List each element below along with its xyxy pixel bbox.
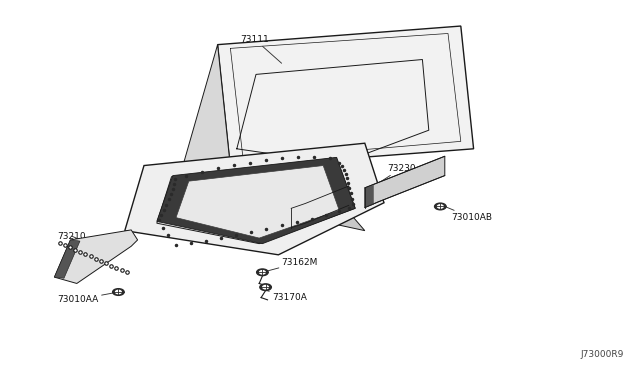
Circle shape — [257, 269, 268, 276]
Polygon shape — [218, 26, 474, 167]
Text: J73000R9: J73000R9 — [580, 350, 624, 359]
Text: 73210: 73210 — [58, 232, 86, 241]
Polygon shape — [125, 143, 384, 255]
Polygon shape — [54, 230, 138, 283]
Circle shape — [113, 289, 124, 295]
Polygon shape — [365, 156, 445, 208]
Circle shape — [438, 205, 443, 208]
Polygon shape — [179, 45, 230, 193]
Circle shape — [115, 290, 122, 294]
Polygon shape — [54, 240, 80, 278]
Text: 73111: 73111 — [240, 35, 282, 63]
Text: 73162M: 73162M — [262, 258, 318, 272]
Polygon shape — [291, 186, 349, 228]
Polygon shape — [157, 158, 355, 244]
Text: 73222: 73222 — [291, 186, 326, 199]
Circle shape — [260, 271, 265, 274]
Polygon shape — [365, 185, 374, 208]
Text: 73010AA: 73010AA — [58, 292, 118, 304]
Polygon shape — [291, 206, 300, 228]
Polygon shape — [179, 179, 365, 231]
Text: 73230: 73230 — [371, 164, 416, 188]
Text: 73010AB: 73010AB — [445, 206, 492, 222]
Text: 73170A: 73170A — [266, 290, 307, 302]
Circle shape — [260, 284, 271, 291]
Circle shape — [435, 203, 446, 210]
Circle shape — [262, 286, 269, 289]
Polygon shape — [157, 157, 355, 244]
Polygon shape — [176, 166, 339, 238]
